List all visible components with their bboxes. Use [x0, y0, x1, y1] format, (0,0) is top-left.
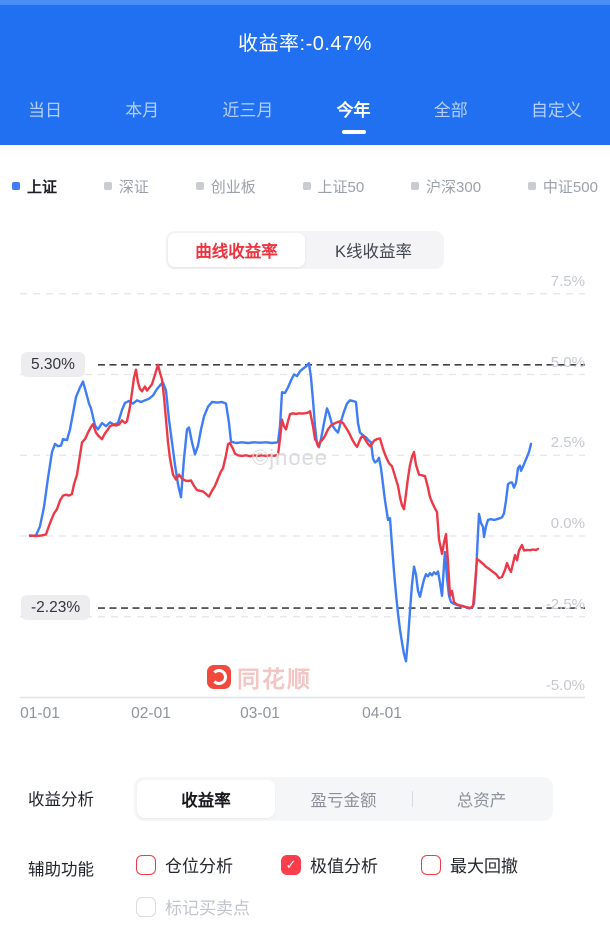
analysis-section-label: 收益分析 — [28, 791, 94, 809]
legend-item-shenzhen[interactable]: 深证 — [103, 176, 149, 197]
y-axis-tick-label: -5.0% — [545, 676, 585, 694]
page-title: 收益率:-0.47% — [238, 33, 372, 55]
x-axis-tick-label: 03-01 — [240, 705, 280, 722]
aux-section-label: 辅助功能 — [28, 861, 94, 879]
y-axis-tick-label: 5.0% — [550, 353, 585, 371]
checkbox-mark-trade-points[interactable]: 标记买卖点 — [136, 894, 250, 919]
y-axis-tick-label: 0.0% — [550, 515, 585, 532]
x-axis-tick-label: 01-01 — [20, 705, 60, 722]
legend-item-csi500[interactable]: 中证500 — [527, 176, 598, 197]
y-axis-tick-label: 2.5% — [550, 434, 585, 452]
toggle-kline-return[interactable]: K线收益率 — [334, 243, 412, 261]
x-axis-tick-label: 02-01 — [131, 705, 171, 722]
legend-item-sse50[interactable]: 上证50 — [302, 176, 364, 197]
checkbox-max-drawdown[interactable]: 最大回撤 — [421, 852, 518, 877]
legend-swatch-icon — [12, 182, 20, 190]
legend-swatch-icon — [527, 182, 536, 190]
tab-custom[interactable]: 自定义 — [530, 101, 582, 120]
legend-item-csi300[interactable]: 沪深300 — [411, 176, 481, 197]
y-axis-tick-label: -2.5% — [545, 595, 585, 613]
checkbox-position-analysis[interactable]: 仓位分析 — [136, 852, 233, 877]
segment-divider — [412, 791, 413, 807]
extreme-min-badge: -2.23% — [21, 595, 91, 621]
tab-3-months[interactable]: 近三月 — [222, 101, 274, 120]
period-tab-bar: 当日 本月 近三月 今年 全部 自定义 — [0, 98, 610, 136]
tab-today[interactable]: 当日 — [28, 101, 62, 120]
return-line-chart[interactable]: ©jnoee 同花顺 7.5% 5.0% 2.5% 0.0% -2.5% -5.0% 5.3… — [0, 270, 610, 735]
app-header: 收益率:-0.47% 当日 本月 近三月 今年 全部 自定义 — [0, 0, 610, 145]
legend-item-chinext[interactable]: 创业板 — [195, 176, 256, 197]
y-axis-tick-label: 7.5% — [550, 272, 585, 290]
segment-profit-amount[interactable]: 盈亏金额 — [310, 792, 377, 810]
segment-return-rate[interactable]: 收益率 — [137, 780, 275, 818]
active-tab-indicator — [341, 130, 366, 134]
ths-logo-icon — [207, 665, 231, 689]
tab-all[interactable]: 全部 — [433, 101, 468, 120]
tab-this-month[interactable]: 本月 — [125, 101, 160, 120]
segment-total-assets[interactable]: 总资产 — [456, 792, 507, 810]
legend-item-shanghai[interactable]: 上证 — [12, 176, 57, 197]
index-legend: 上证 深证 创业板 上证50 沪深300 中证500 — [0, 173, 610, 199]
status-bar-strip — [0, 0, 610, 5]
checkbox-extreme-analysis[interactable]: ✓ 极值分析 — [281, 852, 378, 877]
tab-this-year[interactable]: 今年 — [337, 98, 371, 136]
brand-watermark: 同花顺 — [207, 660, 312, 694]
checkbox-checked-icon[interactable]: ✓ — [281, 854, 301, 875]
legend-swatch-icon — [411, 182, 420, 190]
checkbox-disabled-icon[interactable] — [136, 896, 156, 917]
legend-swatch-icon — [195, 182, 204, 190]
watermark-text: ©jnoee — [252, 445, 329, 470]
legend-swatch-icon — [103, 182, 112, 190]
checkbox-icon[interactable] — [136, 854, 156, 875]
chart-mode-toggle: 曲线收益率 K线收益率 — [166, 231, 444, 269]
series-line-收益率 — [28, 363, 540, 610]
chart-canvas[interactable] — [0, 270, 610, 735]
analysis-segmented-control: 收益率 盈亏金额 总资产 — [134, 777, 553, 821]
toggle-curve-return[interactable]: 曲线收益率 — [168, 233, 305, 267]
legend-swatch-icon — [302, 182, 311, 190]
x-axis-tick-label: 04-01 — [362, 705, 402, 722]
extreme-max-badge: 5.30% — [21, 351, 85, 377]
checkbox-icon[interactable] — [421, 854, 441, 875]
